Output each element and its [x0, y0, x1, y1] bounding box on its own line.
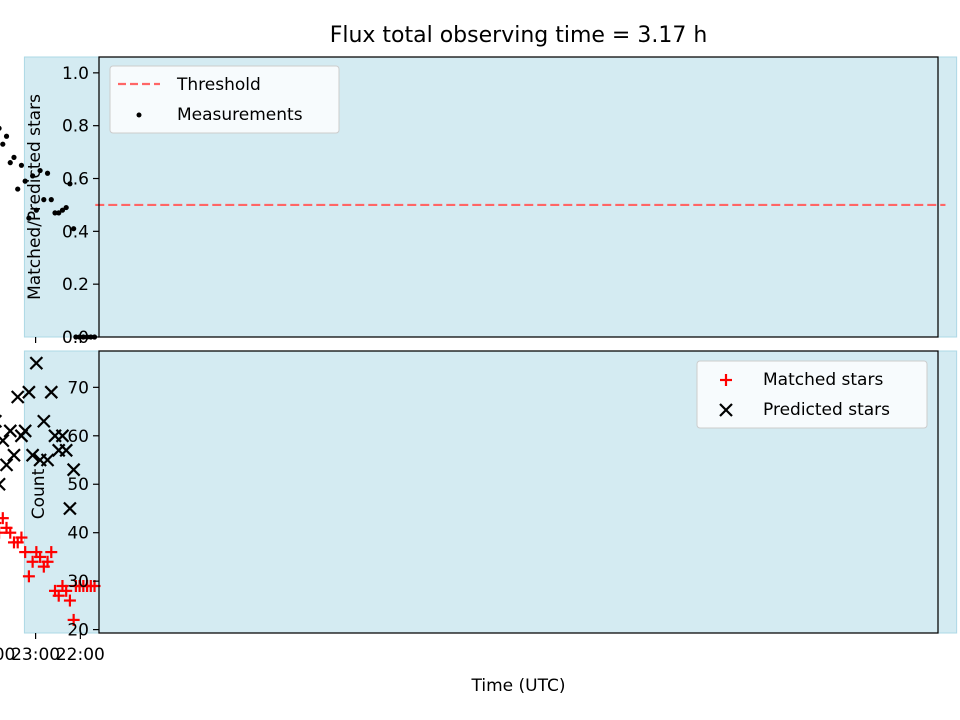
measurement-point [41, 197, 47, 203]
measurement-point [7, 160, 13, 166]
x-axis-label: Time (UTC) [471, 676, 566, 696]
predicted-point [10, 390, 25, 404]
predicted-point [22, 385, 36, 399]
measurement-point [52, 210, 58, 216]
measurement-point [44, 170, 51, 176]
measurement-point [0, 125, 2, 131]
matched-point [56, 580, 69, 592]
bottom-legend-box [696, 360, 928, 429]
y-tick-label: 30 [67, 572, 89, 592]
x-tick-label: 23:00 [11, 645, 60, 665]
predicted-point [51, 443, 66, 458]
y-tick-label: 20 [67, 621, 89, 641]
y-tick-label: 40 [67, 524, 89, 544]
predicted-point [63, 501, 77, 516]
y-tick-label: 0.2 [62, 275, 89, 295]
chart-title: Flux total observing time = 3.17 h [330, 23, 708, 48]
y-tick-label: 0.6 [62, 170, 89, 190]
legend-predicted-swatch [719, 403, 733, 417]
predicted-point [33, 453, 47, 467]
matched-point [7, 536, 20, 549]
measurement-point [80, 334, 86, 340]
predicted-point [0, 477, 6, 492]
predicted-point [0, 414, 3, 429]
measurement-point [48, 197, 54, 203]
predicted-point [44, 385, 59, 399]
y-tick-label: 50 [67, 475, 89, 495]
x-tick-label: 00:00 [0, 645, 15, 665]
measurement-point [37, 167, 43, 174]
predicted-point [3, 424, 18, 438]
matched-point [0, 526, 6, 539]
legend-threshold-label: Threshold [176, 75, 261, 95]
measurement-point [11, 154, 17, 160]
legend-measurements-swatch [136, 112, 142, 118]
measurement-point [26, 215, 32, 221]
measurement-point [84, 334, 90, 340]
measurement-point [88, 334, 94, 340]
matched-point [63, 594, 76, 607]
top-y-axis-label: Matched/Predicted stars [25, 94, 45, 300]
x-tick-label: 22:00 [56, 645, 105, 665]
matched-point [26, 555, 39, 568]
legend-matched-label: Matched stars [763, 370, 883, 390]
measurement-point [3, 133, 10, 139]
measurement-point [0, 141, 6, 147]
matched-point [0, 521, 13, 534]
matched-point [22, 570, 35, 583]
predicted-point [7, 448, 21, 462]
y-tick-label: 60 [67, 427, 89, 447]
bottom-plot-frame [98, 350, 939, 634]
y-tick-label: 0.0 [62, 328, 89, 348]
predicted-point [25, 448, 40, 462]
legend-measurements-label: Measurements [177, 105, 303, 125]
measurement-point [30, 173, 36, 179]
measurement-point [18, 162, 25, 168]
top-panel: 0.0 0.2 0.4 0.6 0.8 1.0 Matched/Predicted sta… [0, 56, 958, 348]
legend-predicted-label: Predicted stars [763, 400, 890, 420]
top-plot-frame [98, 56, 939, 338]
matched-point [19, 546, 32, 559]
measurement-point [63, 204, 69, 211]
legend-matched-swatch [720, 374, 732, 386]
predicted-point [37, 414, 51, 429]
matched-point [69, 580, 82, 592]
predicted-point [0, 433, 10, 448]
measurement-point [73, 334, 79, 340]
measurement-point [33, 207, 39, 213]
measurement-point [56, 210, 62, 216]
matched-point [0, 512, 9, 525]
predicted-point [66, 462, 81, 477]
predicted-point [14, 429, 29, 443]
y-tick-label: 0.8 [62, 117, 89, 137]
y-tick-label: 0.4 [62, 222, 89, 242]
predicted-point [0, 458, 14, 472]
measurement-point [71, 226, 77, 232]
bottom-legend: Matched stars Predicted stars [696, 360, 928, 429]
measurement-point [22, 178, 28, 184]
top-legend: Threshold Measurements [109, 65, 340, 134]
measurement-point [59, 207, 66, 213]
measurement-point [67, 181, 73, 187]
top-legend-box [109, 65, 340, 134]
matched-point [30, 546, 43, 559]
y-tick-label: 1.0 [62, 64, 89, 84]
bottom-y-axis-label: Count [29, 468, 49, 519]
matched-point [48, 584, 61, 597]
matched-point [45, 546, 58, 559]
y-tick-label: 70 [67, 378, 89, 398]
matched-point [67, 613, 80, 626]
matched-point [37, 560, 50, 573]
measurement-point [15, 186, 21, 192]
predicted-point [29, 356, 44, 370]
predicted-point [48, 429, 62, 443]
